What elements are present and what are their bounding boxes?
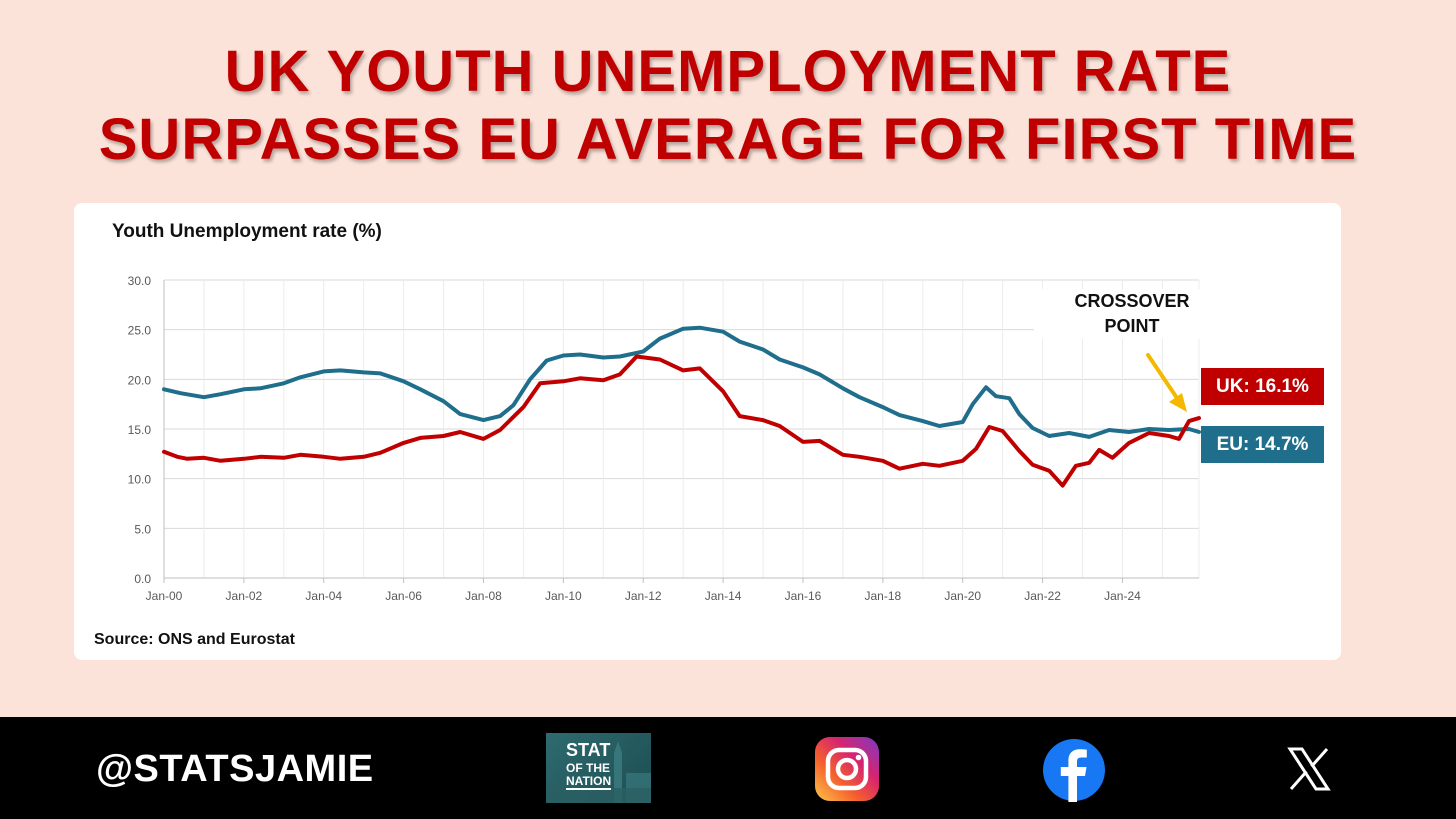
crossover-arrow [1146,353,1181,403]
y-tick-label: 25.0 [128,324,152,338]
footer-bar: @STATSJAMIE STAT OF THE NATION [0,717,1456,819]
headline-line-1: UK YOUTH UNEMPLOYMENT RATE [224,39,1232,104]
source-note: Source: ONS and Eurostat [94,631,295,648]
x-tick-label: Jan-18 [864,589,901,603]
x-tick-label: Jan-02 [226,589,263,603]
series-line-eu [162,325,1201,439]
y-tick-label: 30.0 [128,274,152,288]
crossover-label-line-2: POINT [1104,316,1160,336]
series-line-uk [162,354,1201,488]
parliament-silhouette-icon [546,741,651,803]
x-tick-label: Jan-20 [944,589,981,603]
x-tick-label: Jan-16 [785,589,822,603]
x-tick-label: Jan-10 [545,589,582,603]
y-tick-label: 10.0 [128,473,152,487]
x-twitter-icon[interactable] [1287,747,1331,791]
x-tick-label: Jan-14 [705,589,742,603]
crossover-label-line-1: CROSSOVER [1074,291,1190,311]
stat-of-the-nation-logo[interactable]: STAT OF THE NATION [546,733,651,803]
logo-text-stat: STAT [566,740,611,760]
x-tick-label: Jan-00 [146,589,183,603]
headline: UK YOUTH UNEMPLOYMENT RATE SURPASSES EU … [0,38,1456,174]
logo-text-nation: NATION [566,774,612,790]
x-tick-label: Jan-24 [1104,589,1141,603]
x-tick-label: Jan-12 [625,589,662,603]
uk-end-label: UK: 16.1% [1201,368,1324,405]
headline-line-2: SURPASSES EU AVERAGE FOR FIRST TIME [98,107,1358,172]
y-tick-label: 15.0 [128,423,152,437]
x-tick-label: Jan-08 [465,589,502,603]
eu-end-label: EU: 14.7% [1201,426,1324,463]
chart-title: Youth Unemployment rate (%) [112,221,382,242]
facebook-icon[interactable] [1042,738,1106,802]
y-tick-label: 5.0 [134,522,151,536]
y-tick-label: 0.0 [134,572,151,586]
instagram-icon[interactable] [815,737,879,801]
chart-card: Youth Unemployment rate (%) 0.0 5.0 10.0 15… [74,203,1341,660]
crossover-arrowhead [1169,393,1187,412]
x-tick-label: Jan-04 [305,589,342,603]
social-handle[interactable]: @STATSJAMIE [96,748,374,790]
line-chart: 0.0 5.0 10.0 15.0 20.0 25.0 30.0 Jan-00 Jan-02 Ja… [128,274,1201,603]
crossover-annotation: CROSSOVER POINT [1034,289,1230,339]
x-tick-label: Jan-06 [385,589,422,603]
x-tick-label: Jan-22 [1024,589,1061,603]
logo-text-of-the: OF THE [566,761,610,775]
y-tick-label: 20.0 [128,373,152,387]
